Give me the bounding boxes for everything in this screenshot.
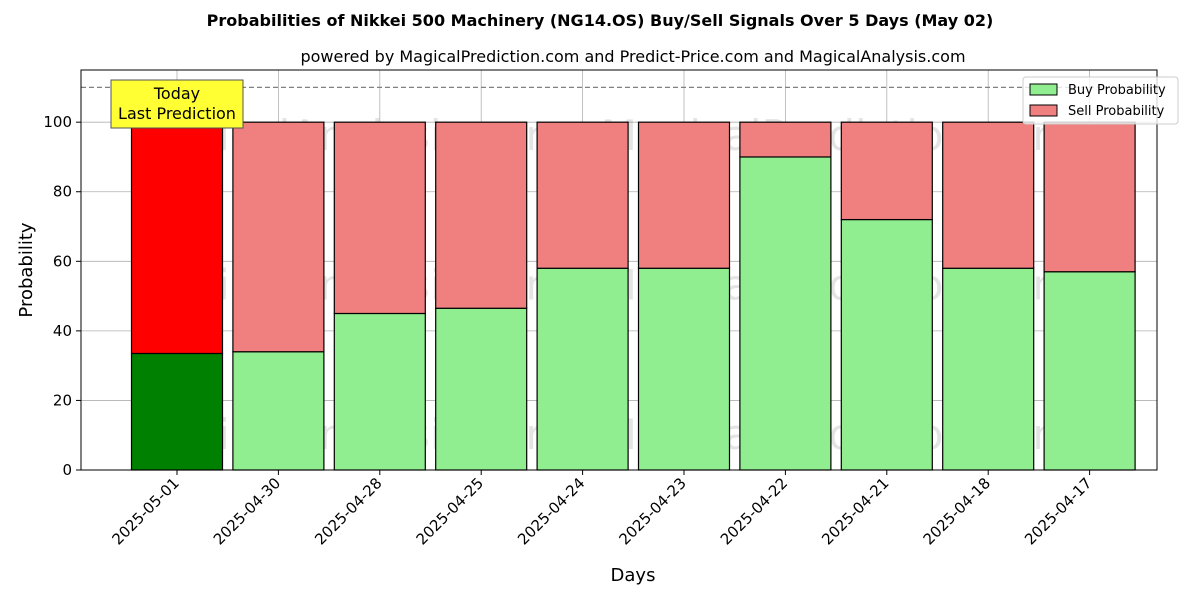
- legend-swatch: [1029, 83, 1058, 96]
- buy-bar: [637, 267, 731, 471]
- buy-bar: [1043, 271, 1136, 471]
- y-tick-label: 0: [62, 461, 72, 479]
- buy-bar: [942, 267, 1035, 471]
- x-tick-label: 2025-04-24: [514, 474, 588, 548]
- x-tick-label: 2025-05-01: [108, 474, 182, 548]
- y-tick-label: 20: [53, 391, 72, 409]
- y-axis: 0 20 40 60 80 100: [43, 113, 81, 479]
- y-tick-label: 80: [53, 183, 72, 201]
- sell-bar: [333, 121, 426, 315]
- x-axis: 2025-05-01 2025-04-30 2025-04-28 2025-04-25…: [108, 470, 1095, 548]
- sell-bar: [840, 121, 933, 221]
- y-tick-label: 60: [53, 252, 72, 270]
- plot-frame: [80, 69, 1158, 471]
- buy-bar: [435, 307, 528, 471]
- buy-bar: [739, 156, 832, 471]
- legend-label: Sell Probability: [1068, 104, 1165, 119]
- sell-bar: [739, 121, 832, 158]
- x-tick-label: 2025-04-17: [1021, 474, 1095, 548]
- sell-bar: [435, 121, 528, 309]
- sell-bar: [1043, 121, 1136, 273]
- x-tick-label: 2025-04-23: [615, 474, 689, 548]
- sell-bar: [942, 121, 1035, 269]
- x-tick-label: 2025-04-21: [818, 474, 892, 548]
- buy-bar: [840, 218, 933, 471]
- y-tick-label: 100: [43, 113, 72, 131]
- x-tick-label: 2025-04-25: [413, 474, 487, 548]
- annotation-text: Last Prediction: [118, 104, 236, 123]
- y-axis-label: Probability: [16, 222, 37, 317]
- sell-bar: [536, 121, 629, 269]
- legend-box: [1022, 76, 1179, 125]
- buy-bar: [333, 312, 426, 471]
- annotation-text: Today: [153, 84, 200, 103]
- sell-bar: [637, 121, 731, 269]
- legend: Buy Probability Sell Probability: [1022, 76, 1179, 125]
- x-tick-label: 2025-04-18: [920, 474, 994, 548]
- chart-subtitle: powered by MagicalPrediction.com and Pre…: [300, 47, 965, 66]
- y-tick-label: 40: [53, 322, 72, 340]
- buy-bar: [130, 352, 224, 471]
- buy-bar: [232, 351, 325, 471]
- sell-bar: [130, 121, 224, 355]
- sell-bar: [232, 121, 325, 353]
- x-tick-label: 2025-04-22: [717, 474, 791, 548]
- x-tick-label: 2025-04-30: [210, 474, 284, 548]
- x-tick-label: 2025-04-28: [311, 474, 385, 548]
- buy-bar: [536, 267, 629, 471]
- bars-layer: [130, 121, 1136, 471]
- chart-title: Probabilities of Nikkei 500 Machinery (N…: [207, 11, 994, 30]
- x-axis-label: Days: [611, 565, 656, 586]
- legend-label: Buy Probability: [1068, 83, 1166, 98]
- annotation-box: [110, 79, 244, 129]
- legend-swatch: [1029, 104, 1058, 117]
